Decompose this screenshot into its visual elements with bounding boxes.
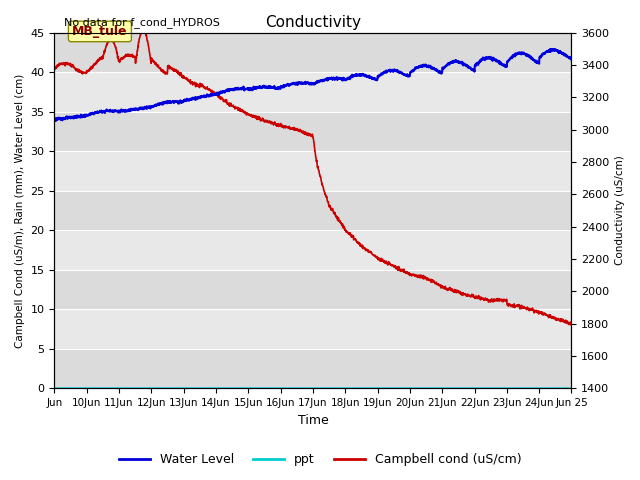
Y-axis label: Conductivity (uS/cm): Conductivity (uS/cm) [615, 156, 625, 265]
Text: MB_tule: MB_tule [72, 25, 127, 38]
Bar [54, 112, 572, 151]
X-axis label: Time: Time [298, 414, 328, 427]
Title: Conductivity: Conductivity [265, 15, 361, 30]
Text: No data for f_cond_HYDROS: No data for f_cond_HYDROS [64, 17, 220, 28]
Y-axis label: Campbell Cond (uS/m), Rain (mm), Water Level (cm): Campbell Cond (uS/m), Rain (mm), Water L… [15, 73, 25, 348]
Bar [54, 191, 572, 230]
Bar [54, 270, 572, 309]
Bar [54, 349, 572, 388]
Bar [54, 33, 572, 72]
Legend: Water Level, ppt, Campbell cond (uS/cm): Water Level, ppt, Campbell cond (uS/cm) [114, 448, 526, 471]
